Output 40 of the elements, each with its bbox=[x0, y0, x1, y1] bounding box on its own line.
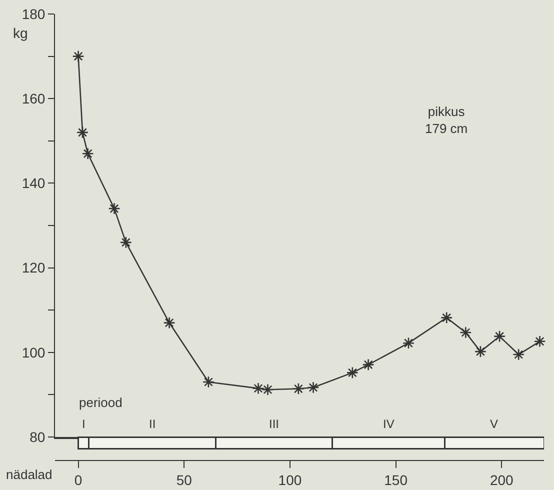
series-label: II bbox=[149, 417, 156, 431]
point bbox=[307, 381, 320, 394]
point bbox=[108, 202, 120, 215]
x-tick-label: 150 bbox=[384, 472, 408, 488]
series-label: III bbox=[269, 417, 280, 431]
y-tick-label: 80 bbox=[30, 428, 46, 445]
annotation: pikkus 179 cm bbox=[425, 104, 468, 136]
x-axis-title: nädalad bbox=[6, 467, 52, 482]
y-axis-title: kg bbox=[13, 25, 28, 41]
point bbox=[534, 335, 546, 348]
series-label: I bbox=[82, 417, 86, 431]
x-tick-label: 200 bbox=[490, 472, 514, 488]
annotation: periood bbox=[79, 395, 122, 410]
point bbox=[440, 312, 453, 324]
x-tick-label: 0 bbox=[74, 472, 82, 488]
point bbox=[82, 148, 94, 160]
point bbox=[346, 366, 358, 379]
point bbox=[163, 316, 176, 329]
point bbox=[474, 346, 487, 358]
y-tick-label: 120 bbox=[22, 260, 46, 276]
x-tick-label: 100 bbox=[278, 472, 302, 488]
point bbox=[262, 384, 274, 396]
point bbox=[402, 337, 415, 350]
y-tick-label: 180 bbox=[22, 6, 46, 22]
point bbox=[202, 376, 215, 388]
point bbox=[362, 358, 374, 371]
point bbox=[460, 326, 472, 339]
y-tick-label: 140 bbox=[22, 175, 46, 192]
point bbox=[76, 126, 89, 138]
point bbox=[72, 50, 84, 62]
y-tick-label: 100 bbox=[22, 344, 46, 360]
point bbox=[120, 236, 132, 248]
point bbox=[494, 330, 506, 342]
series-label: IV bbox=[383, 417, 394, 431]
x-tick-label: 50 bbox=[176, 472, 192, 488]
point bbox=[252, 382, 264, 394]
series-label: V bbox=[490, 417, 498, 431]
y-tick-label: 160 bbox=[22, 90, 46, 106]
point bbox=[512, 348, 525, 361]
point bbox=[292, 382, 304, 395]
